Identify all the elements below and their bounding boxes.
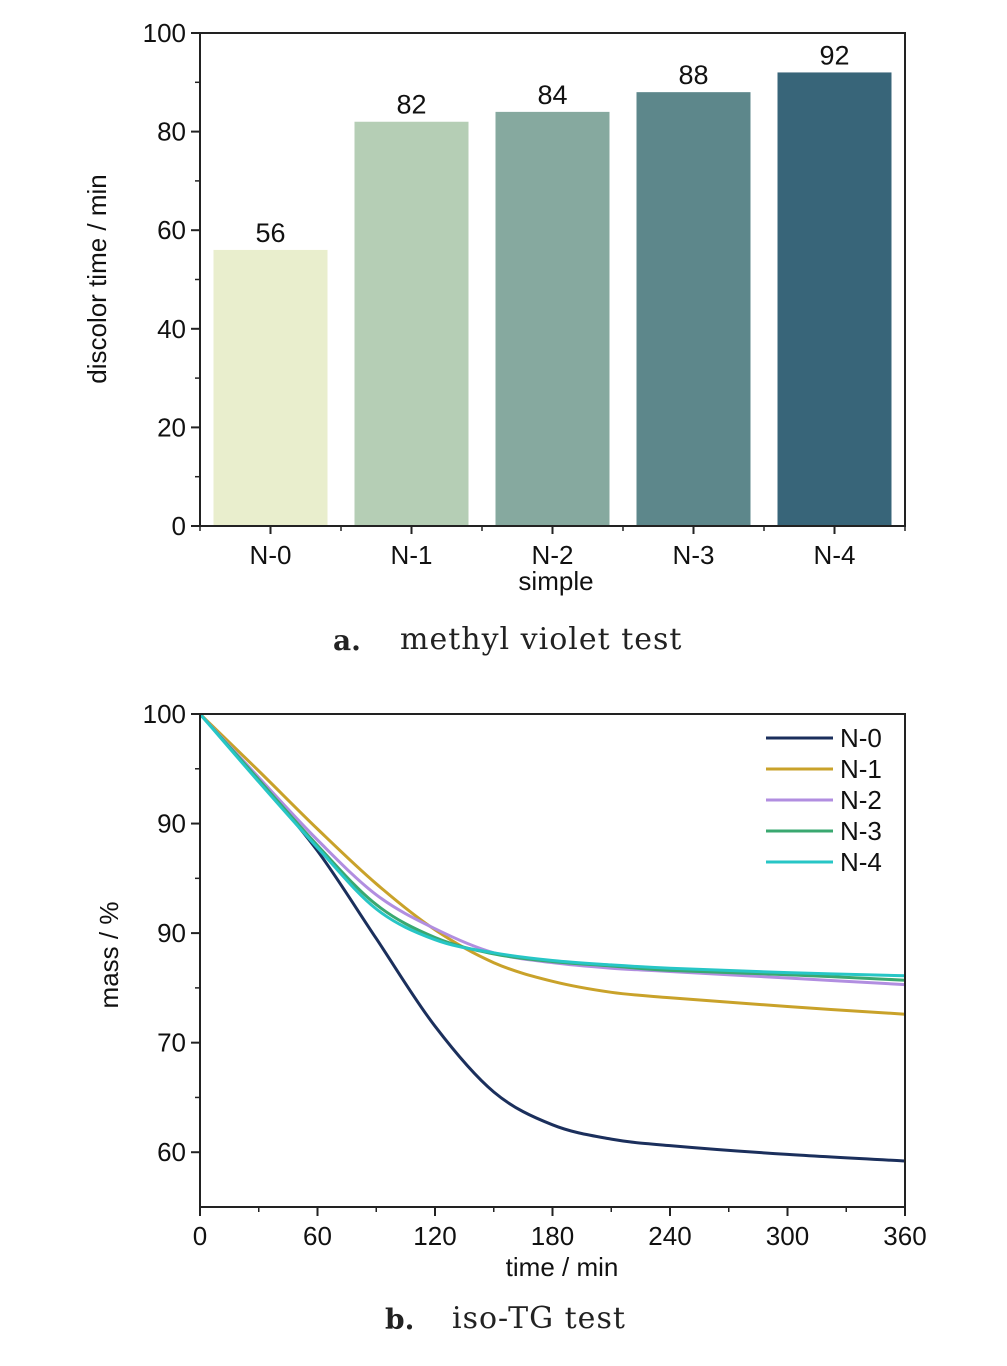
legend-label-N-0: N-0 xyxy=(840,723,882,753)
y-tick-label: 40 xyxy=(157,314,186,344)
bar-series xyxy=(213,72,892,527)
bar-N-3 xyxy=(636,92,751,526)
x-tick-label: N-4 xyxy=(814,540,856,570)
y-tick-label: 0 xyxy=(172,511,186,541)
series-line-N-4 xyxy=(198,713,906,978)
y-axis-ticks: 0 20 40 60 80 100 xyxy=(143,18,200,541)
caption-letter-b: b. xyxy=(385,1303,414,1336)
y-tick-label: 90 xyxy=(157,809,186,839)
x-tick-label: 300 xyxy=(766,1221,809,1251)
x-axis-title-b: time / min xyxy=(506,1252,619,1282)
caption-text: methyl violet test xyxy=(400,622,682,657)
legend: N-0N-1N-2N-3N-4 xyxy=(766,723,882,877)
bar-N-4 xyxy=(777,72,892,526)
data-label-N-4: 92 xyxy=(819,40,849,70)
y-tick-label: 80 xyxy=(157,117,186,147)
y-tick-label: 20 xyxy=(157,412,186,442)
series-line-N-2 xyxy=(198,712,906,987)
x-tick-label: N-3 xyxy=(673,540,715,570)
data-label-N-3: 88 xyxy=(678,60,708,90)
y-tick-label: 60 xyxy=(157,215,186,245)
data-label-N-0: 56 xyxy=(255,218,285,248)
y-tick-label: 70 xyxy=(157,1028,186,1058)
bar-N-0 xyxy=(213,249,328,527)
x-tick-label: 120 xyxy=(413,1221,456,1251)
data-label-N-1: 82 xyxy=(396,90,426,120)
y-tick-label: 90 xyxy=(157,918,186,948)
legend-label-N-3: N-3 xyxy=(840,816,882,846)
x-tick-label: N-0 xyxy=(250,540,292,570)
caption-letter: a. xyxy=(333,624,361,657)
y-tick-label: 100 xyxy=(143,699,186,729)
x-tick-label: 180 xyxy=(531,1221,574,1251)
series-line-N-0 xyxy=(198,713,906,1163)
x-tick-label: 240 xyxy=(648,1221,691,1251)
line-chart: 60 70 90 90 100 0 60 120 180 240 300 360 N-0N-1N-2… xyxy=(94,699,927,1336)
legend-label-N-4: N-4 xyxy=(840,847,882,877)
x-tick-label: N-2 xyxy=(532,540,574,570)
legend-label-N-2: N-2 xyxy=(840,785,882,815)
y-axis-ticks-b: 60 70 90 90 100 xyxy=(143,699,200,1167)
bar-N-1 xyxy=(354,121,469,527)
data-label-N-2: 84 xyxy=(537,80,567,110)
line-series xyxy=(198,712,906,1163)
y-tick-label: 60 xyxy=(157,1137,186,1167)
caption-text-b: iso-TG test xyxy=(452,1301,626,1336)
bar-N-2 xyxy=(495,111,610,526)
x-axis-ticks-b: 0 60 120 180 240 300 360 xyxy=(193,1207,927,1251)
series-line-N-1 xyxy=(198,712,906,1016)
bar-data-labels: 56 82 84 88 92 xyxy=(255,40,849,247)
x-tick-label: 360 xyxy=(883,1221,926,1251)
x-tick-label: 0 xyxy=(193,1221,207,1251)
y-tick-label: 100 xyxy=(143,18,186,48)
legend-label-N-1: N-1 xyxy=(840,754,882,784)
y-axis-title-b: mass / % xyxy=(94,902,124,1009)
y-axis-title: discolor time / min xyxy=(82,174,112,384)
x-tick-label: 60 xyxy=(303,1221,332,1251)
x-axis-title: simple xyxy=(518,566,593,596)
x-axis-ticks: N-0 N-1 N-2 N-3 N-4 xyxy=(199,526,906,570)
x-tick-label: N-1 xyxy=(391,540,433,570)
series-line-N-3 xyxy=(198,713,906,982)
